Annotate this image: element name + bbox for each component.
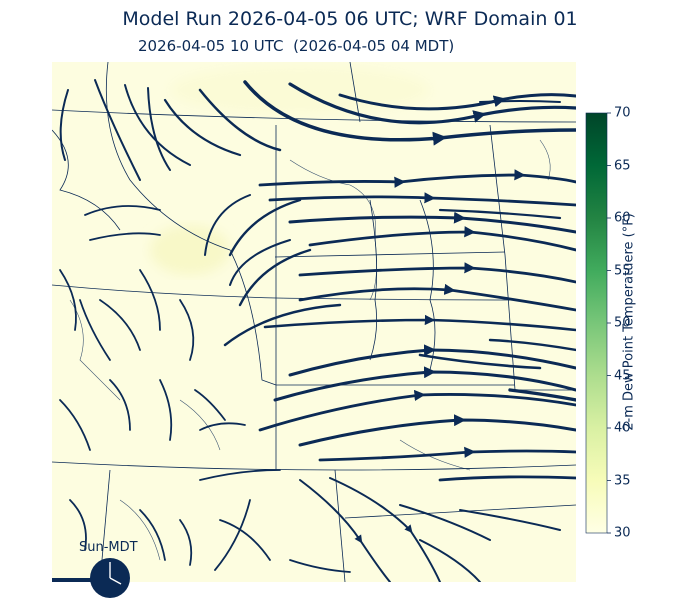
clock-label: Sun-MDT [79, 540, 138, 555]
wind-streamlines [59, 79, 576, 582]
colorbar-tick-label: 70 [614, 105, 631, 121]
colorbar-tick-label: 50 [614, 315, 631, 331]
colorbar-ticks [607, 112, 611, 534]
chart-subtitle: 2026-04-05 10 UTC (2026-04-05 04 MDT) [138, 37, 455, 55]
colorbar-label: 2-m Dew Point Temperatuere (°F) [621, 213, 637, 431]
colorbar-tick-label: 55 [614, 263, 631, 278]
chart-title: Model Run 2026-04-05 06 UTC; WRF Domain … [122, 8, 578, 30]
colorbar-tick-label: 35 [614, 473, 631, 488]
state-borders [52, 62, 576, 582]
colorbar-tick-label: 60 [614, 210, 631, 226]
colorbar-tick-label: 30 [614, 525, 631, 541]
colorbar [585, 112, 611, 534]
rivers [69, 139, 551, 561]
clock-widget [52, 558, 130, 598]
colorbar-tick-label: 45 [614, 368, 631, 383]
colorbar-tick-label: 40 [614, 420, 631, 436]
clock-icon [90, 558, 130, 598]
colorbar-tick-label: 65 [614, 158, 631, 173]
